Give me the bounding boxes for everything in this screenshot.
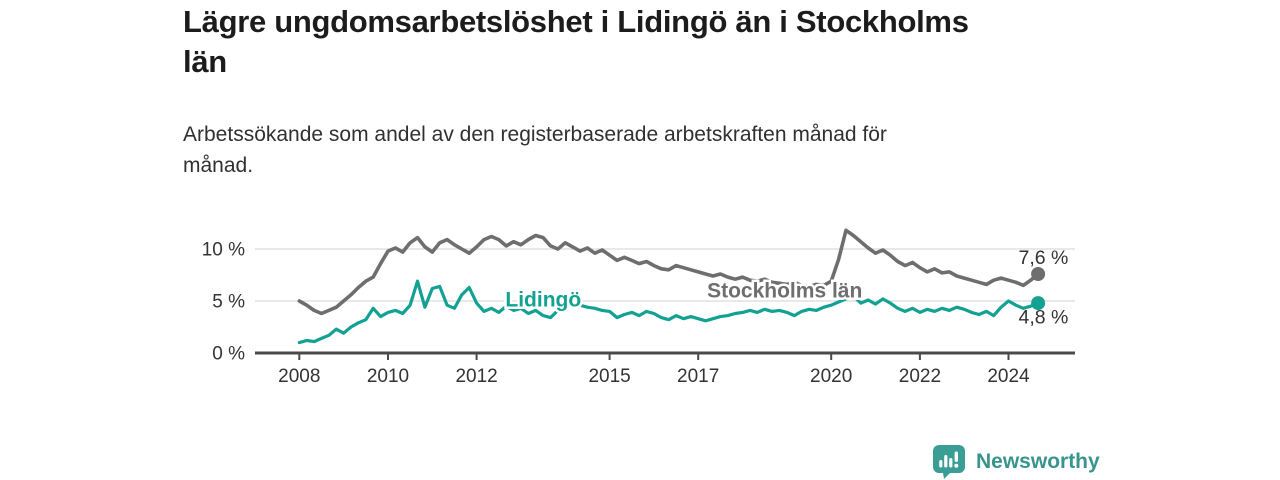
x-tick-label-2008: 2008 [278,366,320,387]
chart-area: 2008 2010 2012 2015 2017 2020 2022 2024 0 % 5 % 10… [170,213,1120,413]
series-label-stockholms-l-n: Stockholms län [707,279,862,302]
newsworthy-brand-link[interactable]: Newsworthy [932,444,1100,480]
x-tick-label-2012: 2012 [455,366,497,387]
page-title-line-1: Lägre ungdomsarbetslöshet i Lidingö än i… [183,4,969,39]
series-end-value-stockholms-l-n: 7,6 % [1019,247,1069,269]
series-line-stockholms-l-n [297,228,1040,316]
x-tick-label-2010: 2010 [367,366,409,387]
chart-subtitle-line-1: Arbetssökande som andel av den registerb… [183,123,887,146]
x-tick-label-2017: 2017 [677,366,719,387]
series-label-liding: Lidingö [505,289,581,312]
unemployment-line-chart: 2008 2010 2012 2015 2017 2020 2022 2024 0 % 5 % 10… [202,228,1075,387]
x-tick-label-2015: 2015 [588,366,630,387]
newsworthy-logo-icon [933,445,965,479]
y-tick-label-10: 10 % [202,240,245,261]
y-tick-label-0: 0 % [212,344,245,365]
page-title-line-2: län [183,44,227,79]
newsworthy-brand-text: Newsworthy [976,450,1100,473]
series-end-value-liding: 4,8 % [1019,306,1069,328]
series-line-liding [297,279,1040,345]
x-tick-label-2024: 2024 [987,366,1030,387]
x-tick-label-2022: 2022 [899,366,941,387]
page-title: Lägre ungdomsarbetslöshet i Lidingö än i… [183,2,1143,82]
x-tick-label-2020: 2020 [810,366,852,387]
y-tick-label-5: 5 % [212,292,245,313]
series-end-dot-stockholms-l-n [1031,267,1046,281]
series-end-dot-liding [1031,296,1046,311]
chart-subtitle: Arbetssökande som andel av den registerb… [183,119,1123,181]
chart-subtitle-line-2: månad. [183,154,254,177]
